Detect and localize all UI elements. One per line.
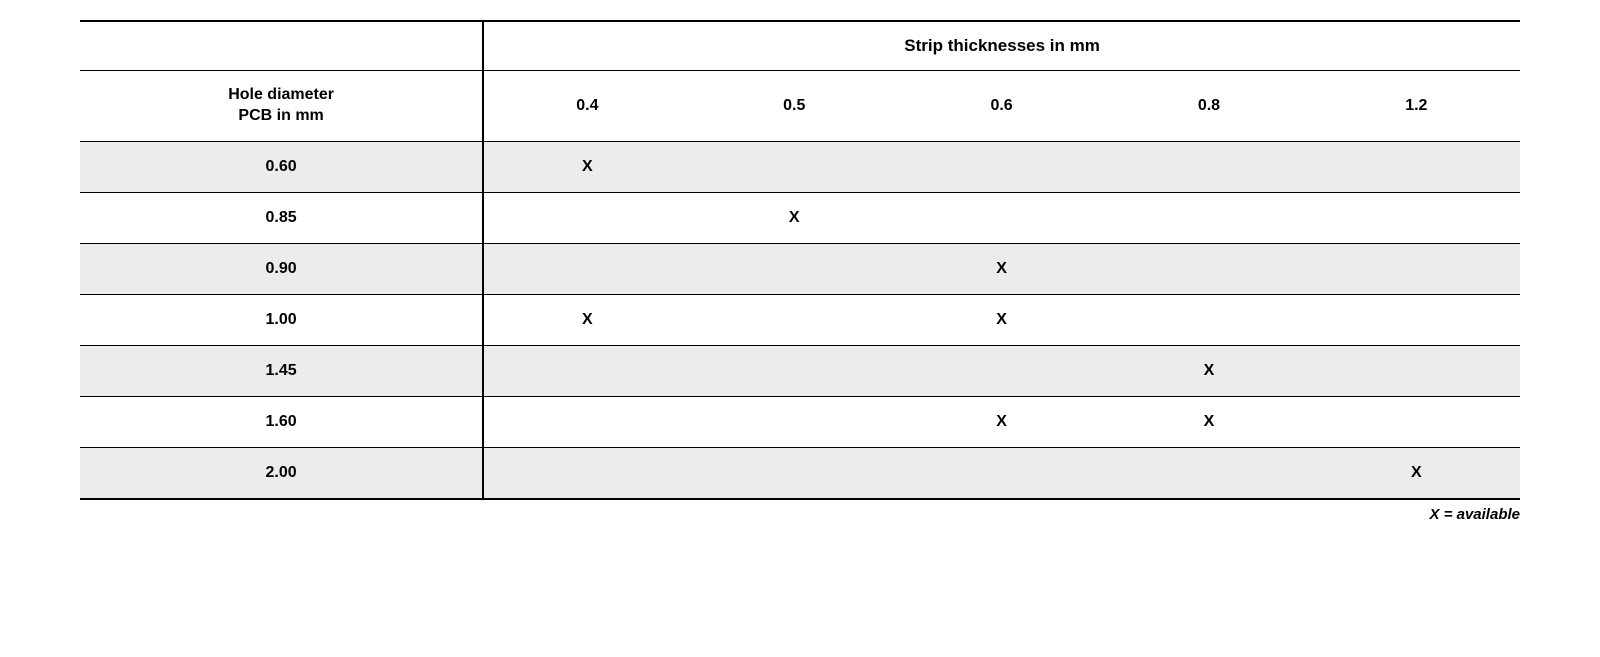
cell: X [1105, 396, 1312, 447]
cell [1105, 447, 1312, 499]
cell [483, 192, 690, 243]
col-header-4: 1.2 [1313, 71, 1520, 142]
cell [1105, 294, 1312, 345]
cell: X [483, 294, 690, 345]
cell [691, 345, 898, 396]
col-header-2: 0.6 [898, 71, 1105, 142]
cell [1313, 345, 1520, 396]
table-row: 1.60 X X [80, 396, 1520, 447]
legend-text: X = available [80, 500, 1520, 523]
hole-diameter-line1: Hole diameter [228, 86, 334, 103]
table-row: 0.60 X [80, 141, 1520, 192]
cell [1105, 243, 1312, 294]
col-header-3: 0.8 [1105, 71, 1312, 142]
cell: X [898, 243, 1105, 294]
table-row: 2.00 X [80, 447, 1520, 499]
cell: X [898, 396, 1105, 447]
cell [1313, 243, 1520, 294]
cell [1105, 141, 1312, 192]
table-row: 0.85 X [80, 192, 1520, 243]
row-label: 1.60 [80, 396, 483, 447]
cell [691, 141, 898, 192]
cell [691, 396, 898, 447]
cell [1105, 192, 1312, 243]
cell [483, 396, 690, 447]
table-row: 1.45 X [80, 345, 1520, 396]
table-row: 0.90 X [80, 243, 1520, 294]
row-label: 0.60 [80, 141, 483, 192]
col-header-0: 0.4 [483, 71, 690, 142]
cell: X [1313, 447, 1520, 499]
row-label: 1.45 [80, 345, 483, 396]
row-label: 1.00 [80, 294, 483, 345]
row-label: 0.90 [80, 243, 483, 294]
cell [1313, 396, 1520, 447]
cell: X [898, 294, 1105, 345]
row-label: 2.00 [80, 447, 483, 499]
strip-thickness-header: Strip thicknesses in mm [483, 21, 1520, 71]
cell [483, 345, 690, 396]
availability-table: Strip thicknesses in mm Hole diameter PC… [80, 20, 1520, 500]
cell [1313, 294, 1520, 345]
cell [898, 192, 1105, 243]
table-row: 1.00 X X [80, 294, 1520, 345]
cell [691, 294, 898, 345]
hole-diameter-line2: PCB in mm [238, 107, 323, 124]
cell [898, 447, 1105, 499]
cell: X [1105, 345, 1312, 396]
header-blank [80, 21, 483, 71]
cell [483, 447, 690, 499]
cell [1313, 192, 1520, 243]
cell [691, 447, 898, 499]
header-row-1: Strip thicknesses in mm [80, 21, 1520, 71]
cell [898, 345, 1105, 396]
cell [898, 141, 1105, 192]
col-header-1: 0.5 [691, 71, 898, 142]
cell: X [691, 192, 898, 243]
cell [483, 243, 690, 294]
header-row-2: Hole diameter PCB in mm 0.4 0.5 0.6 0.8 … [80, 71, 1520, 142]
row-label: 0.85 [80, 192, 483, 243]
hole-diameter-header: Hole diameter PCB in mm [80, 71, 483, 142]
cell [691, 243, 898, 294]
cell [1313, 141, 1520, 192]
cell: X [483, 141, 690, 192]
